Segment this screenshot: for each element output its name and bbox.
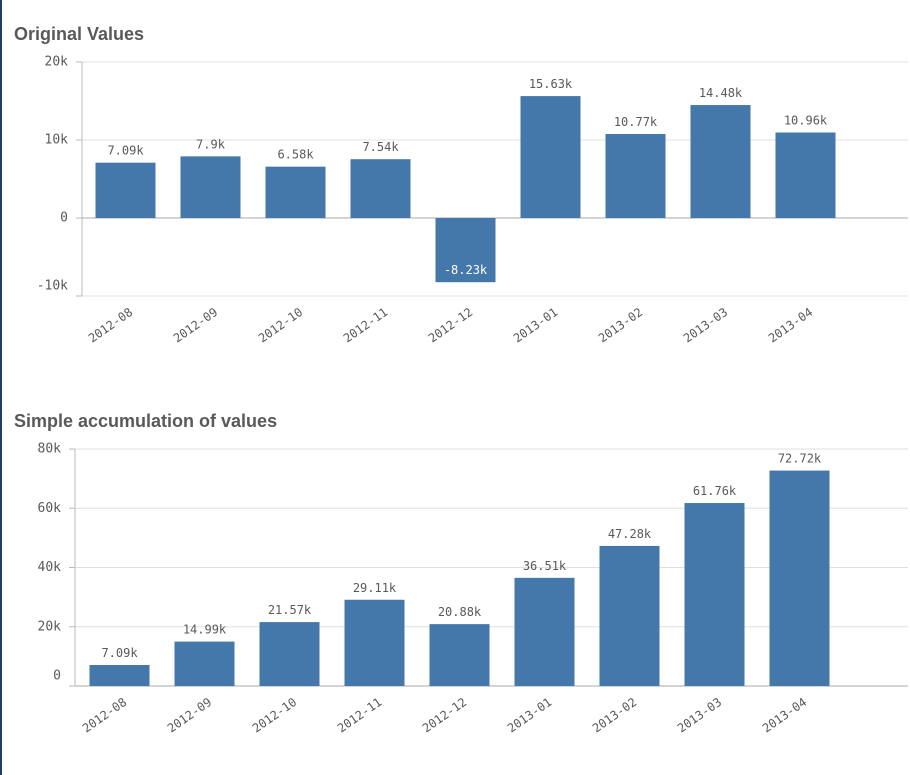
value-label: 10.96k: [784, 114, 828, 128]
x-tick-label: 2012-09: [165, 695, 214, 735]
value-label: 10.77k: [614, 115, 658, 129]
bar: [605, 133, 666, 218]
x-tick-label: 2012-09: [171, 305, 220, 345]
y-tick-label: 20k: [45, 55, 69, 70]
y-tick-label: 0: [53, 669, 61, 684]
bar: [690, 105, 751, 218]
value-label: 14.99k: [183, 623, 227, 637]
x-tick-label: 2012-10: [256, 305, 305, 345]
y-tick-label: 60k: [38, 501, 62, 516]
bar: [769, 470, 830, 686]
bar: [599, 545, 660, 686]
value-label: 21.57k: [268, 603, 312, 617]
bar: [350, 159, 411, 218]
chart-title: Original Values: [14, 24, 144, 44]
value-label: -8.23k: [444, 263, 488, 277]
bar: [89, 664, 150, 686]
bar: [174, 641, 235, 686]
value-label: 47.28k: [608, 527, 652, 541]
x-tick-label: 2012-08: [86, 305, 135, 345]
x-tick-label: 2012-11: [341, 305, 390, 345]
value-label: 15.63k: [529, 77, 573, 91]
bar: [775, 132, 836, 218]
bar: [259, 622, 320, 686]
y-tick-label: -10k: [37, 279, 68, 294]
bar: [344, 599, 405, 686]
x-tick-label: 2013-03: [675, 695, 724, 735]
x-tick-label: 2013-02: [596, 305, 645, 345]
y-tick-label: 0: [60, 211, 68, 226]
x-tick-label: 2012-12: [426, 305, 475, 345]
value-label: 20.88k: [438, 605, 482, 619]
bar: [180, 156, 241, 218]
value-label: 61.76k: [693, 484, 737, 498]
y-tick-label: 10k: [45, 133, 69, 148]
x-tick-label: 2013-04: [766, 305, 815, 345]
value-label: 7.54k: [362, 140, 399, 154]
value-label: 29.11k: [353, 581, 397, 595]
value-label: 6.58k: [277, 148, 314, 162]
y-tick-label: 20k: [38, 619, 62, 634]
value-label: 7.09k: [107, 144, 144, 158]
x-tick-label: 2012-12: [420, 695, 469, 735]
bar: [520, 96, 581, 218]
bar: [435, 218, 496, 283]
bar: [265, 166, 326, 218]
x-tick-label: 2012-08: [80, 695, 129, 735]
x-tick-label: 2013-03: [681, 305, 730, 345]
x-tick-label: 2013-01: [505, 695, 554, 735]
chart-title: Simple accumulation of values: [14, 411, 277, 431]
x-tick-label: 2013-01: [511, 305, 560, 345]
y-tick-label: 80k: [38, 442, 62, 457]
y-tick-label: 40k: [38, 560, 62, 575]
bar: [429, 624, 490, 686]
bar: [95, 162, 156, 218]
value-label: 7.09k: [101, 646, 138, 660]
bar: [514, 577, 575, 686]
x-tick-label: 2012-11: [335, 695, 384, 735]
value-label: 36.51k: [523, 559, 567, 573]
x-tick-label: 2013-02: [590, 695, 639, 735]
left-edge: [0, 0, 2, 775]
value-label: 14.48k: [699, 86, 743, 100]
value-label: 72.72k: [778, 452, 822, 466]
value-label: 7.9k: [196, 137, 226, 151]
bar: [684, 503, 745, 686]
x-tick-label: 2013-04: [760, 695, 809, 735]
x-tick-label: 2012-10: [250, 695, 299, 735]
